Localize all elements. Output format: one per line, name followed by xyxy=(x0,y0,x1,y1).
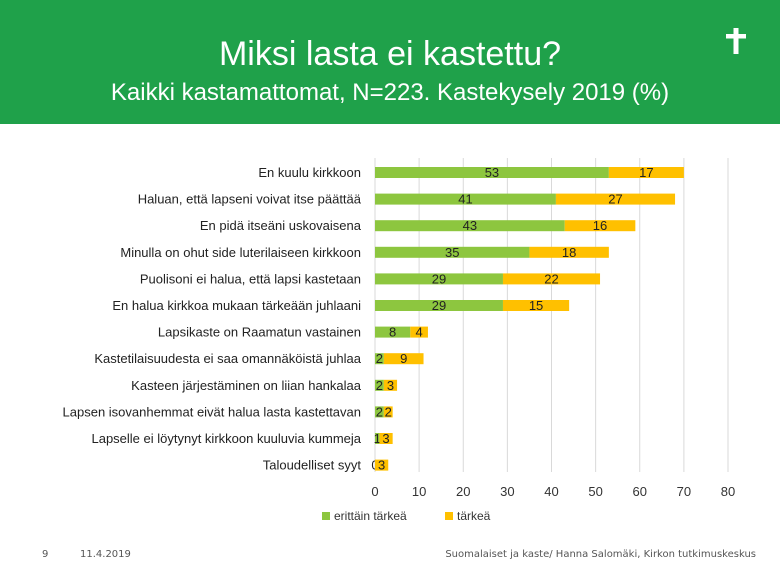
data-label: 3 xyxy=(382,431,389,446)
category-label: Kastetilaisuudesta ei saa omannäköistä j… xyxy=(94,351,361,366)
data-label: 8 xyxy=(389,325,396,340)
category-label: Lapsikaste on Raamatun vastainen xyxy=(158,325,361,340)
bar-segment xyxy=(502,300,570,311)
footer-date: 11.4.2019 xyxy=(80,549,131,560)
bar-segment xyxy=(555,193,676,205)
x-tick-label: 60 xyxy=(633,484,647,499)
bar-segment xyxy=(564,220,636,232)
x-tick-label: 70 xyxy=(677,484,691,499)
data-label: 3 xyxy=(387,378,394,393)
data-label: 53 xyxy=(485,165,499,180)
data-label: 2 xyxy=(385,404,392,419)
category-label: Kasteen järjestäminen on liian hankalaa xyxy=(131,378,362,393)
bar-segment xyxy=(375,220,565,232)
data-label: 2 xyxy=(376,351,383,366)
data-label: 43 xyxy=(463,218,477,233)
bar-segment xyxy=(375,459,389,471)
stacked-bar-chart: 0 10 20 30 40 50 60 70 80 En kuulu kirkkoon 53 17 Ha… xyxy=(63,158,735,523)
data-label: 22 xyxy=(544,271,558,286)
category-label: Lapsen isovanhemmat eivät halua lasta ka… xyxy=(63,404,361,419)
data-label: 41 xyxy=(458,192,472,207)
category-label: En kuulu kirkkoon xyxy=(258,165,361,180)
data-label: 29 xyxy=(432,271,446,286)
bar-segment xyxy=(375,167,609,178)
category-label: Lapselle ei löytynyt kirkkoon kuuluvia k… xyxy=(91,431,361,446)
bar-segment xyxy=(502,273,601,285)
x-tick-label: 50 xyxy=(588,484,602,499)
data-label: 18 xyxy=(562,245,576,260)
bar-segment xyxy=(375,273,503,285)
legend-label: erittäin tärkeä xyxy=(334,509,407,523)
category-label: Puolisoni ei halua, että lapsi kastetaan xyxy=(140,271,361,286)
data-label: 17 xyxy=(639,165,653,180)
bar-segment xyxy=(375,326,411,338)
bar-segment xyxy=(375,193,556,205)
category-label: Haluan, että lapseni voivat itse päättää xyxy=(138,192,362,207)
legend-swatch xyxy=(322,512,330,520)
bar-segment xyxy=(375,406,384,418)
title-banner: Miksi lasta ei kastettu? Kaikki kastamat… xyxy=(0,0,780,124)
x-tick-label: 10 xyxy=(412,484,426,499)
bar-segment xyxy=(529,246,609,258)
data-label: 9 xyxy=(400,351,407,366)
legend-swatch xyxy=(445,512,453,520)
data-label: 2 xyxy=(376,404,383,419)
data-label: 3 xyxy=(378,458,385,473)
data-label: 16 xyxy=(593,218,607,233)
bar-segment xyxy=(375,379,384,391)
bar-segment xyxy=(383,353,424,365)
x-tick-label: 20 xyxy=(456,484,470,499)
bar-segment xyxy=(375,433,380,444)
slide-subtitle: Kaikki kastamattomat, N=223. Kastekysely… xyxy=(110,79,670,106)
category-label: En pidä itseäni uskovaisena xyxy=(200,218,362,233)
data-label: 35 xyxy=(445,245,459,260)
bar-segment xyxy=(375,300,503,311)
slide-title: Miksi lasta ei kastettu? xyxy=(218,35,562,73)
data-label: 29 xyxy=(432,298,446,313)
data-label: 2 xyxy=(376,378,383,393)
bar-segment xyxy=(608,167,684,178)
data-label: 4 xyxy=(416,325,423,340)
bar-segment xyxy=(410,326,428,338)
data-label: 15 xyxy=(529,298,543,313)
x-tick-label: 0 xyxy=(371,484,378,499)
x-tick-label: 40 xyxy=(544,484,558,499)
category-label: En halua kirkkoa mukaan tärkeään juhlaan… xyxy=(112,298,361,313)
data-label: 27 xyxy=(608,192,622,207)
legend-label: tärkeä xyxy=(457,509,491,523)
cross-icon xyxy=(726,28,746,54)
bar-segment xyxy=(383,406,393,418)
data-label: 1 xyxy=(374,431,381,446)
x-tick-label: 30 xyxy=(500,484,514,499)
category-label: Minulla on ohut side luterilaiseen kirkk… xyxy=(120,245,361,260)
footer-source: Suomalaiset ja kaste/ Hanna Salomäki, Ki… xyxy=(445,549,756,560)
page-number: 9 xyxy=(42,549,49,560)
bar-segment xyxy=(383,379,398,391)
category-label: Taloudelliset syyt xyxy=(263,458,362,473)
x-tick-label: 80 xyxy=(721,484,735,499)
bar-segment xyxy=(375,246,530,258)
bar-segment xyxy=(379,433,393,444)
bar-segment xyxy=(375,353,384,365)
